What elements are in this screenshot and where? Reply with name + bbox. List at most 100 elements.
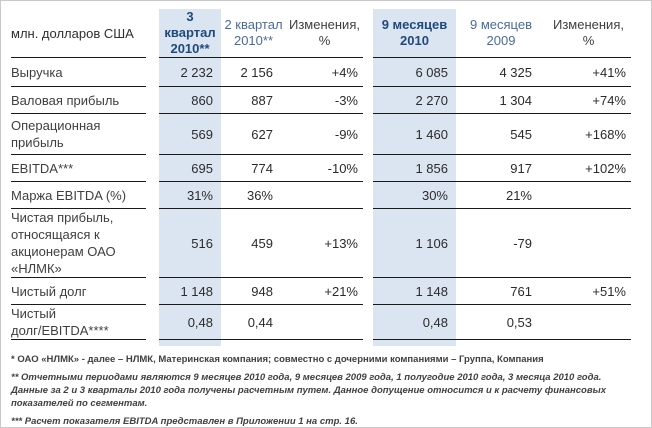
table-row: Валовая прибыль 860 887 -3% 2 270 1 304 … — [11, 86, 631, 114]
tail-cell — [456, 340, 546, 346]
unit-label: млн. долларов США — [11, 9, 146, 58]
cell-r2-c3: 1 460 — [373, 113, 456, 155]
footnote-3: *** Расчет показателя EBITDA представлен… — [11, 415, 358, 427]
table-row: Чистая прибыль, относящаяся к акционерам… — [11, 208, 631, 278]
cell-r0-c1: 2 156 — [221, 57, 286, 87]
row-label: Операционная прибыль — [11, 113, 146, 155]
cell-r4-c2 — [286, 181, 363, 209]
column-gap — [146, 340, 159, 346]
cell-r6-c3: 1 148 — [373, 277, 456, 305]
row-label: EBITDA*** — [11, 154, 146, 182]
column-gap — [146, 87, 159, 114]
column-gap — [146, 209, 159, 278]
footnote-1: * ОАО «НЛМК» - далее – НЛМК, Материнская… — [11, 353, 544, 365]
financial-results-table: млн. долларов США 3 квартал 2010** 2 ква… — [11, 9, 631, 346]
col-header-line: 2010 — [400, 33, 429, 48]
tail-cell — [221, 340, 286, 346]
tail-highlight — [159, 339, 221, 346]
cell-r6-c0: 1 148 — [159, 277, 221, 305]
cell-r4-c4: 21% — [456, 181, 546, 209]
column-gap — [363, 305, 373, 340]
col-header-line: 2 квартал — [224, 17, 283, 32]
table-row: Выручка 2 232 2 156 +4% 6 085 4 325 +41% — [11, 57, 631, 87]
column-gap — [146, 58, 159, 87]
column-gap — [363, 114, 373, 155]
cell-r0-c5: +41% — [546, 57, 631, 87]
cell-r2-c0: 569 — [159, 113, 221, 155]
cell-r2-c5: +168% — [546, 113, 631, 155]
tail-cell — [286, 340, 363, 346]
col-header-9m-2010: 9 месяцев 2010 — [373, 9, 456, 58]
table-row: EBITDA*** 695 774 -10% 1 856 917 +102% — [11, 154, 631, 182]
col-header-line: 9 месяцев — [381, 17, 448, 32]
column-gap — [146, 114, 159, 155]
column-gap — [363, 155, 373, 182]
cell-r1-c0: 860 — [159, 86, 221, 114]
col-header-line: 2010** — [233, 33, 274, 48]
tail-cell — [11, 340, 146, 346]
footnote-2: ** Отчетными периодами являются 9 месяце… — [11, 371, 606, 409]
column-gap — [363, 278, 373, 305]
cell-r2-c4: 545 — [456, 113, 546, 155]
cell-r1-c1: 887 — [221, 86, 286, 114]
column-gap — [146, 182, 159, 209]
cell-r4-c3: 30% — [373, 181, 456, 209]
cell-r4-c5 — [546, 181, 631, 209]
row-label: Чистый долг/EBITDA**** — [11, 304, 146, 340]
cell-r0-c3: 6 085 — [373, 57, 456, 87]
column-gap — [363, 209, 373, 278]
cell-r1-c3: 2 270 — [373, 86, 456, 114]
table-body: Выручка 2 232 2 156 +4% 6 085 4 325 +41%… — [11, 57, 631, 340]
cell-r6-c4: 761 — [456, 277, 546, 305]
row-label: Маржа EBITDA (%) — [11, 181, 146, 209]
cell-r4-c1: 36% — [221, 181, 286, 209]
col-header-9m-2009: 9 месяцев 2009 — [456, 9, 546, 58]
cell-r5-c4: -79 — [456, 208, 546, 278]
table-row: Чистый долг 1 148 948 +21% 1 148 761 +51… — [11, 277, 631, 305]
col-header-line: 2010** — [170, 41, 210, 56]
cell-r7-c0: 0,48 — [159, 304, 221, 340]
table-header: млн. долларов США 3 квартал 2010** 2 ква… — [11, 9, 631, 58]
cell-r7-c2 — [286, 304, 363, 340]
column-gap — [146, 278, 159, 305]
header-row: млн. долларов США 3 квартал 2010** 2 ква… — [11, 9, 631, 58]
cell-r5-c0: 516 — [159, 208, 221, 278]
column-gap — [146, 9, 159, 58]
cell-r3-c5: +102% — [546, 154, 631, 182]
column-gap — [363, 9, 373, 58]
col-header-change-9m: Изменения, % — [546, 9, 631, 58]
tail-cell — [546, 340, 631, 346]
row-label: Выручка — [11, 57, 146, 87]
cell-r3-c0: 695 — [159, 154, 221, 182]
row-label: Чистая прибыль, относящаяся к акционерам… — [11, 208, 146, 278]
cell-r3-c4: 917 — [456, 154, 546, 182]
col-header-line: Изменения, — [553, 17, 624, 32]
cell-r6-c1: 948 — [221, 277, 286, 305]
cell-r5-c5 — [546, 208, 631, 278]
cell-r3-c1: 774 — [221, 154, 286, 182]
col-header-line: Изменения, — [289, 17, 360, 32]
col-header-q3-2010: 3 квартал 2010** — [159, 9, 221, 58]
cell-r1-c2: -3% — [286, 86, 363, 114]
row-label: Валовая прибыль — [11, 86, 146, 114]
column-gap — [363, 87, 373, 114]
col-header-change-quarter: Изменения, % — [286, 9, 363, 58]
cell-r5-c1: 459 — [221, 208, 286, 278]
cell-r2-c1: 627 — [221, 113, 286, 155]
cell-r3-c2: -10% — [286, 154, 363, 182]
column-gap — [363, 58, 373, 87]
col-header-line: 3 квартал — [164, 9, 216, 40]
cell-r0-c2: +4% — [286, 57, 363, 87]
column-gap — [146, 155, 159, 182]
cell-r0-c0: 2 232 — [159, 57, 221, 87]
cell-r7-c5 — [546, 304, 631, 340]
cell-r2-c2: -9% — [286, 113, 363, 155]
cell-r7-c1: 0,44 — [221, 304, 286, 340]
tail-highlight — [373, 339, 456, 346]
table-tail — [11, 339, 631, 346]
cell-r5-c3: 1 106 — [373, 208, 456, 278]
column-gap — [146, 305, 159, 340]
highlight-tail-row — [11, 339, 631, 346]
col-header-line: % — [582, 33, 595, 48]
